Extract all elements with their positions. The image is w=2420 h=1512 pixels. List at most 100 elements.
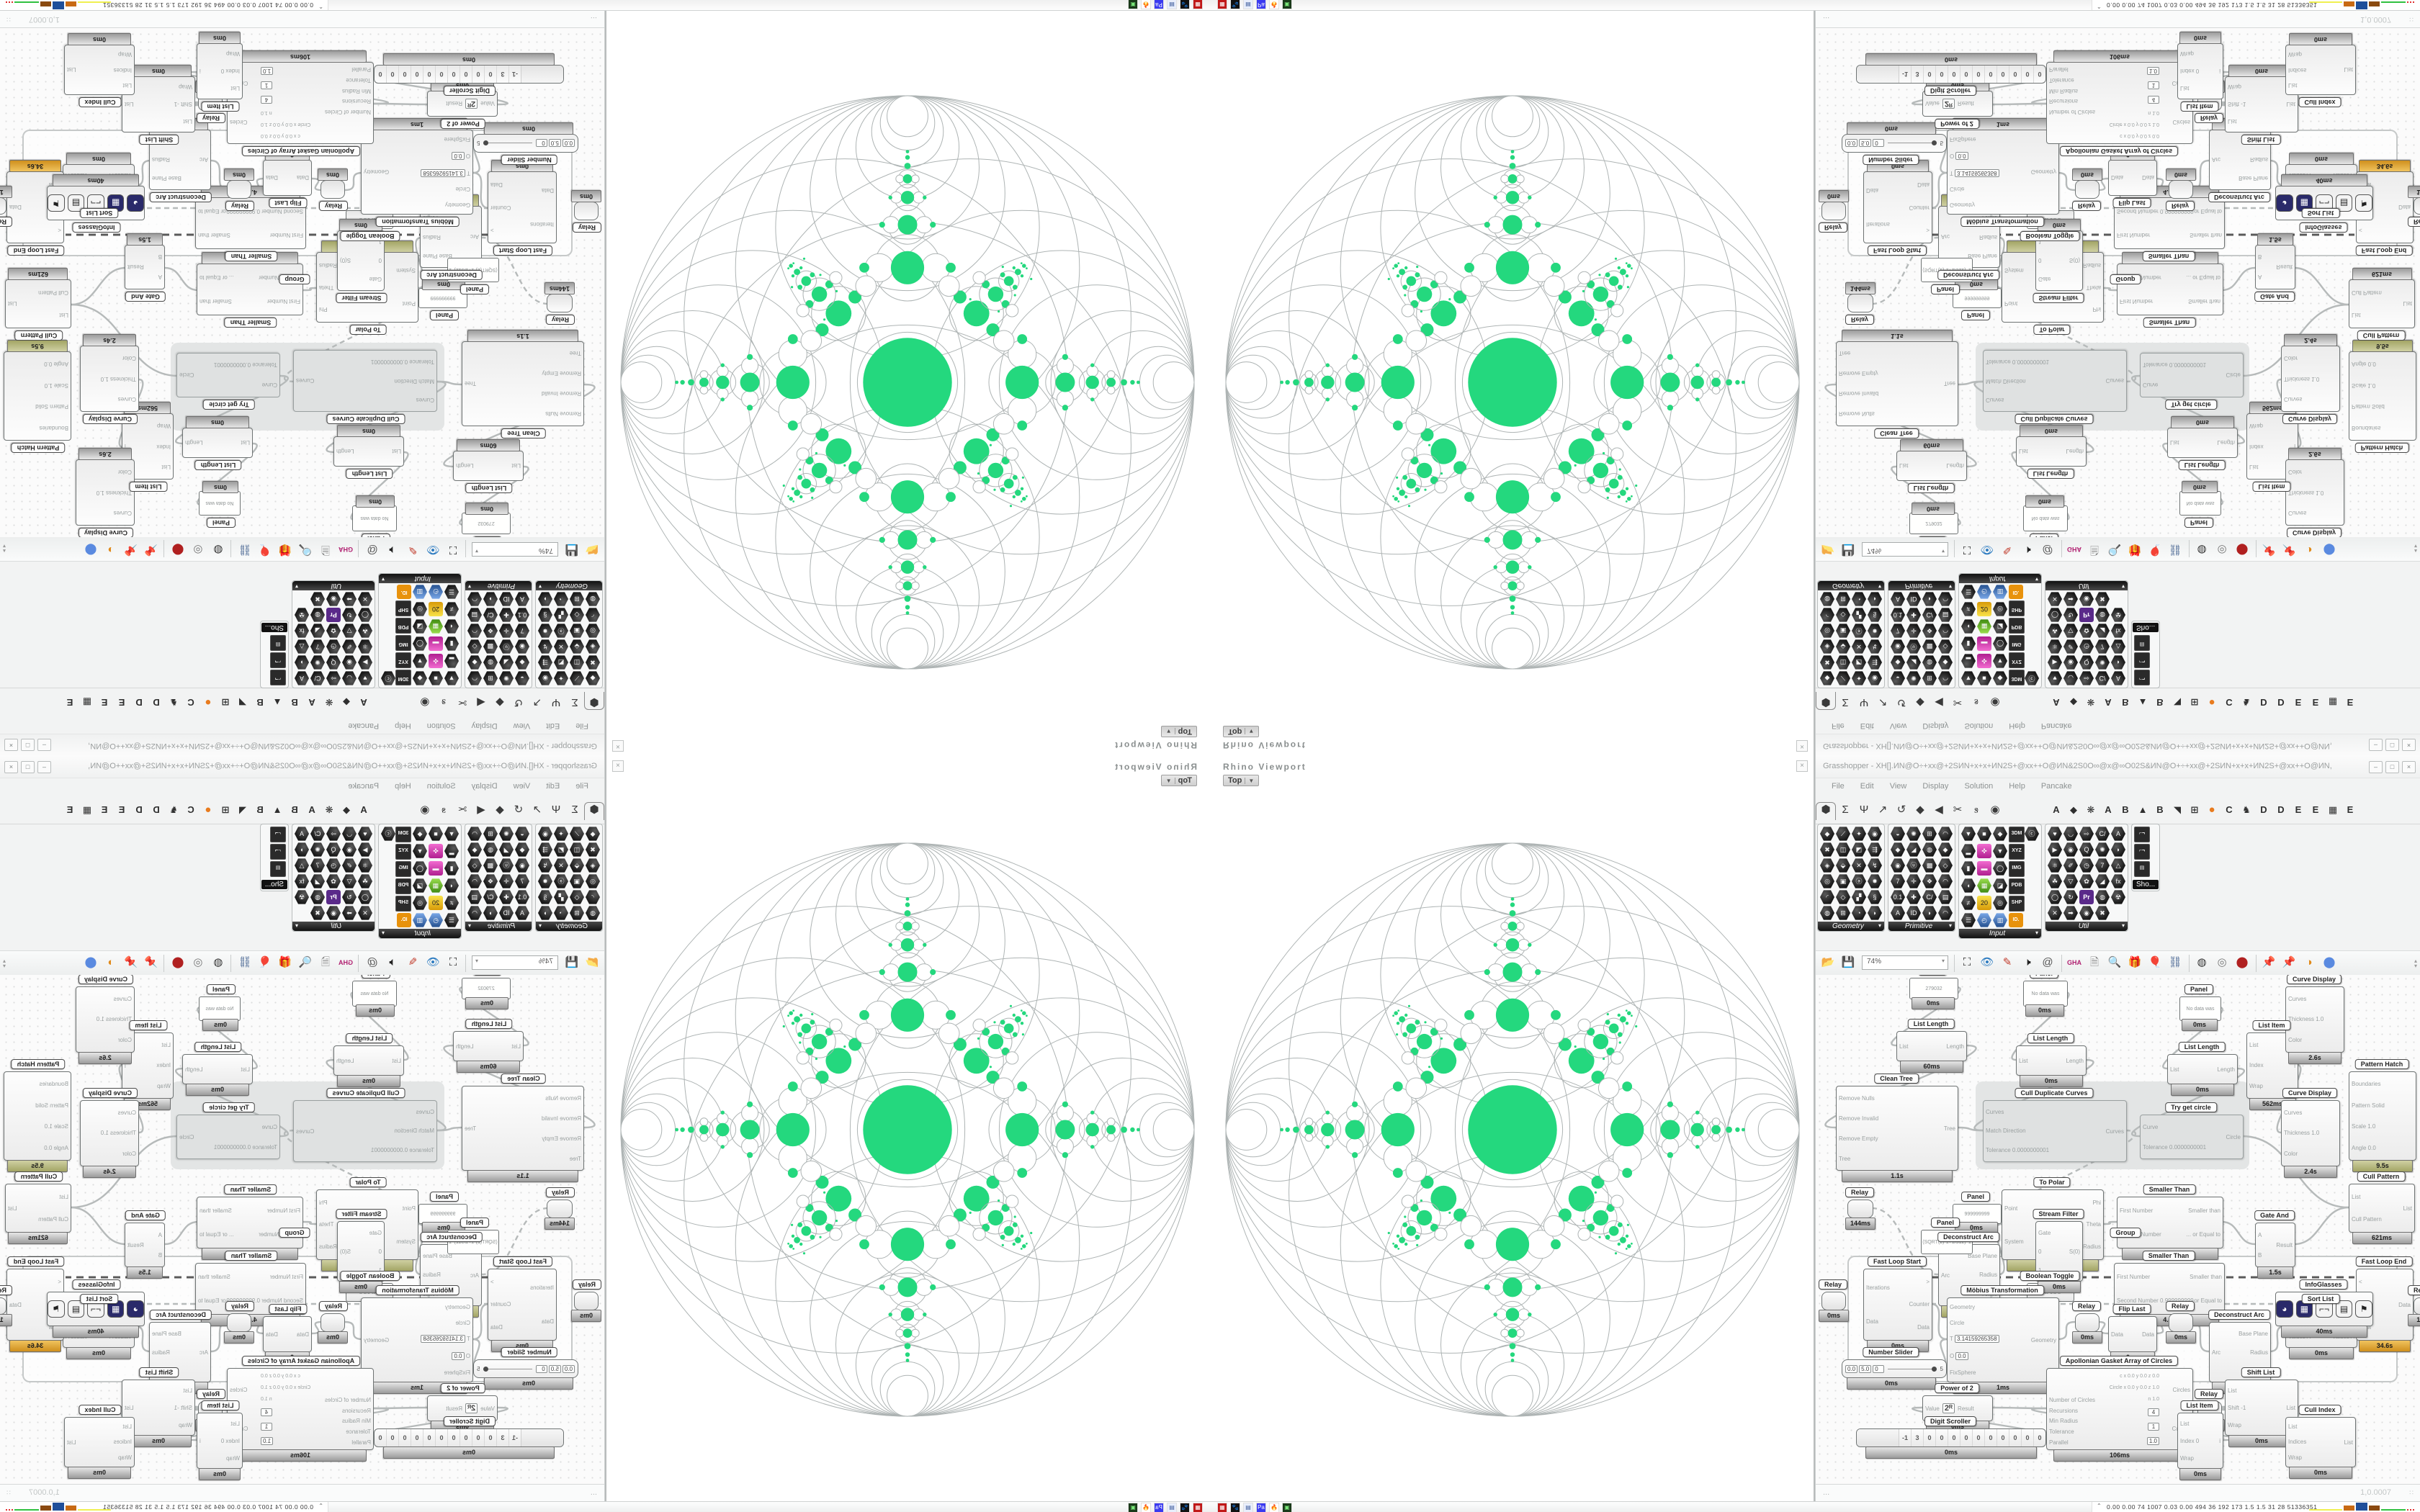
- palette-name-primitive[interactable]: Primitive ▾: [1888, 922, 1955, 931]
- grasshopper-titlebar[interactable]: Grasshopper - XH[].ИN@O÷+xx@+2SИN+x+x+ИN…: [0, 756, 604, 778]
- component-icon[interactable]: IMG: [395, 861, 411, 877]
- component-icon[interactable]: ◴: [1977, 585, 1991, 599]
- component-icon[interactable]: C/: [310, 671, 325, 685]
- component-icon[interactable]: C/: [2095, 671, 2110, 685]
- component-icon[interactable]: ◢: [310, 874, 325, 888]
- infoglasses-icon-0[interactable]: ◕: [2276, 1300, 2293, 1318]
- component-icon[interactable]: ✚: [1906, 608, 1921, 622]
- tray-chevron-icon[interactable]: ⌃: [2097, 1503, 2102, 1509]
- gh-node-list-length[interactable]: List Length: [2167, 1054, 2238, 1084]
- gh-node-curve-display[interactable]: Curves Thickness 1.0 Color: [2285, 459, 2344, 526]
- component-icon[interactable]: A: [2111, 827, 2125, 841]
- category-tab-7[interactable]: ✂: [1953, 804, 1963, 816]
- component-icon[interactable]: A: [295, 671, 309, 685]
- balloon-icon[interactable]: 🎈: [2148, 956, 2162, 968]
- component-icon[interactable]: 20: [1977, 896, 1991, 910]
- component-icon[interactable]: 7: [1891, 874, 1905, 888]
- close-button[interactable]: ×: [4, 761, 18, 773]
- plugin-tab-0[interactable]: A: [360, 697, 367, 708]
- category-tab-8[interactable]: ꮥ: [1974, 696, 1978, 708]
- component-icon[interactable]: ◍: [483, 842, 498, 857]
- component-icon[interactable]: C/: [310, 827, 325, 841]
- close-button[interactable]: ×: [4, 739, 18, 751]
- component-icon[interactable]: ✿: [2079, 874, 2094, 888]
- component-icon[interactable]: 7: [1891, 624, 1905, 638]
- plugin-tab-13[interactable]: D: [135, 697, 143, 708]
- component-icon[interactable]: ⊞: [1836, 592, 1850, 606]
- gh-node-relay[interactable]: [0, 197, 6, 215]
- gh-node-relay[interactable]: [2414, 1297, 2420, 1315]
- sphere-blue-icon[interactable]: ⬤: [84, 956, 97, 968]
- category-tab-0[interactable]: ⬢: [584, 802, 604, 820]
- component-icon[interactable]: ▞: [554, 890, 568, 904]
- minimize-button[interactable]: –: [37, 739, 51, 751]
- menu-display[interactable]: Display: [1922, 782, 1949, 791]
- plugin-tab-10[interactable]: C: [187, 804, 194, 815]
- component-icon[interactable]: 7: [2095, 858, 2110, 873]
- component-icon[interactable]: ◈: [1820, 858, 1834, 873]
- component-icon[interactable]: ▩: [1922, 639, 1937, 654]
- component-icon[interactable]: ✖: [586, 655, 600, 670]
- find-icon[interactable]: 🔍: [2107, 544, 2122, 556]
- taskbar-app-firefox[interactable]: 🔥: [1141, 1503, 1151, 1512]
- gh-node-clean-tree[interactable]: Remove Nulls Remove Invalid Remove Empty Tr…: [1836, 341, 1958, 426]
- tray-chevron-icon[interactable]: ⌃: [318, 1503, 323, 1509]
- plugin-tab-17[interactable]: E: [2347, 697, 2354, 708]
- zoom-extents-icon[interactable]: ⛶: [1963, 544, 1971, 556]
- taskbar-app-device[interactable]: ▣: [1128, 1503, 1138, 1512]
- gh-node-curve-display[interactable]: Curves Thickness 1.0 Color: [80, 346, 139, 412]
- component-icon[interactable]: ⊞: [483, 827, 498, 841]
- component-icon[interactable]: ◢: [499, 842, 514, 857]
- component-icon[interactable]: ◇: [467, 639, 482, 654]
- component-icon[interactable]: ◡: [2063, 671, 2078, 685]
- component-icon[interactable]: C/: [483, 890, 498, 904]
- apollonian-gasket-render[interactable]: [1210, 8, 1814, 746]
- component-icon[interactable]: ✕: [358, 592, 372, 606]
- balloon-icon[interactable]: 🎈: [2148, 544, 2162, 556]
- gh-node-list-length[interactable]: List Length: [453, 451, 524, 481]
- component-icon[interactable]: ▬: [1977, 636, 1991, 651]
- component-icon[interactable]: ⇨: [326, 827, 341, 841]
- gh-node-relay[interactable]: [227, 1313, 251, 1332]
- at-email-icon[interactable]: @: [367, 544, 378, 556]
- component-icon[interactable]: ◜: [586, 890, 600, 904]
- component-icon[interactable]: ⬙: [570, 639, 584, 654]
- gha-badge-icon[interactable]: GHA: [339, 959, 353, 966]
- component-icon[interactable]: ID.: [2009, 585, 2023, 599]
- component-icon[interactable]: ◗: [538, 906, 552, 920]
- palette-name-input[interactable]: Input ▾: [379, 574, 461, 583]
- gh-node-relay[interactable]: [574, 1292, 599, 1310]
- menu-solution[interactable]: Solution: [426, 721, 456, 730]
- gh-node-cull-index[interactable]: List Indices Wrap List: [2285, 1417, 2356, 1467]
- taskbar-app-save-pa[interactable]: Pa: [1256, 0, 1266, 9]
- component-icon[interactable]: ✚: [1906, 890, 1921, 904]
- component-icon[interactable]: ◖: [444, 619, 459, 634]
- component-icon[interactable]: ◈: [586, 639, 600, 654]
- chevron-down-icon[interactable]: ▾: [475, 958, 479, 964]
- component-icon[interactable]: ⬙: [570, 858, 584, 873]
- component-icon[interactable]: ▶: [2048, 655, 2062, 670]
- component-icon[interactable]: ⌐¬: [2134, 670, 2150, 685]
- component-icon[interactable]: PDB: [395, 618, 411, 634]
- gh-node-panel[interactable]: 279032: [462, 513, 511, 534]
- component-icon[interactable]: ▼: [413, 654, 427, 668]
- component-icon[interactable]: Pr: [2079, 608, 2094, 622]
- component-icon[interactable]: XYZ: [395, 652, 411, 668]
- gh-node-apollonian-gasket-array-of-circles[interactable]: c x 0.0 y 0.0 z 0.0 Circle x 0.0 y 0.0 z …: [2046, 1368, 2193, 1450]
- component-icon[interactable]: §: [538, 608, 552, 622]
- plugin-tab-0[interactable]: A: [2053, 804, 2060, 815]
- component-icon[interactable]: ▶: [358, 655, 372, 670]
- category-tab-4[interactable]: ↺: [514, 804, 524, 816]
- component-icon[interactable]: ID: [499, 592, 514, 606]
- component-icon[interactable]: ▶: [358, 842, 372, 857]
- save-file-icon[interactable]: 💾: [565, 544, 579, 556]
- category-tab-5[interactable]: ◆: [496, 804, 504, 816]
- maximize-button[interactable]: □: [2385, 739, 2399, 751]
- gh-node-panel[interactable]: No data was: [352, 981, 397, 1007]
- component-icon[interactable]: ◆: [413, 671, 427, 685]
- component-icon[interactable]: ◉: [1891, 639, 1905, 654]
- pin-green-icon[interactable]: 📌: [124, 544, 138, 556]
- component-icon[interactable]: PDB: [2009, 618, 2025, 634]
- gh-node-relay[interactable]: [1847, 1200, 1873, 1218]
